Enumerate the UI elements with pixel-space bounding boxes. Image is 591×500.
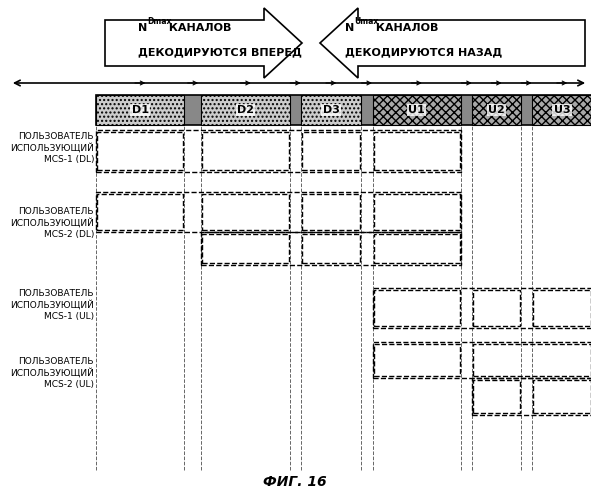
Text: U2: U2 (488, 105, 505, 115)
Text: D2: D2 (237, 105, 254, 115)
Text: D1: D1 (132, 105, 149, 115)
Text: КАНАЛОВ: КАНАЛОВ (372, 23, 439, 33)
Text: ПОЛЬЗОВАТЕЛЬ
ИСПОЛЬЗУЮЩИЙ
MCS-2 (UL): ПОЛЬЗОВАТЕЛЬ ИСПОЛЬЗУЮЩИЙ MCS-2 (UL) (10, 357, 94, 389)
Text: ФИГ. 16: ФИГ. 16 (263, 475, 327, 489)
Text: КАНАЛОВ: КАНАЛОВ (165, 23, 231, 33)
Bar (374, 234, 460, 263)
Text: Dmax: Dmax (147, 18, 171, 26)
Text: U1: U1 (408, 105, 425, 115)
Bar (473, 344, 591, 376)
Text: ДЕКОДИРУЮТСЯ ВПЕРЕД: ДЕКОДИРУЮТСЯ ВПЕРЕД (138, 47, 302, 57)
Bar (203, 132, 289, 170)
Bar (473, 290, 519, 326)
Bar (473, 380, 519, 413)
Text: ПОЛЬЗОВАТЕЛЬ
ИСПОЛЬЗУЮЩИЙ
MCS-1 (DL): ПОЛЬЗОВАТЕЛЬ ИСПОЛЬЗУЮЩИЙ MCS-1 (DL) (10, 132, 94, 164)
Text: N: N (138, 23, 147, 33)
Text: ДЕКОДИРУЮТСЯ НАЗАД: ДЕКОДИРУЮТСЯ НАЗАД (345, 47, 502, 57)
Text: ПОЛЬЗОВАТЕЛЬ
ИСПОЛЬЗУЮЩИЙ
MCS-1 (UL): ПОЛЬЗОВАТЕЛЬ ИСПОЛЬЗУЮЩИЙ MCS-1 (UL) (10, 289, 94, 321)
Bar (372, 342, 591, 378)
Text: Umax: Umax (354, 18, 378, 26)
Text: D3: D3 (323, 105, 340, 115)
Bar (96, 95, 591, 125)
Bar (203, 234, 289, 263)
Bar (96, 192, 461, 232)
Bar (203, 194, 289, 230)
Bar (202, 95, 290, 125)
Bar (374, 132, 460, 170)
Bar (97, 194, 183, 230)
Text: U3: U3 (554, 105, 570, 115)
Bar (472, 378, 591, 415)
Bar (372, 288, 591, 328)
Bar (302, 132, 360, 170)
Bar (374, 290, 460, 326)
Text: ПОЛЬЗОВАТЕЛЬ
ИСПОЛЬЗУЮЩИЙ
MCS-2 (DL): ПОЛЬЗОВАТЕЛЬ ИСПОЛЬЗУЮЩИЙ MCS-2 (DL) (10, 207, 94, 239)
Bar (301, 95, 361, 125)
Bar (97, 132, 183, 170)
Bar (533, 290, 591, 326)
Text: N: N (345, 23, 354, 33)
Bar (96, 95, 184, 125)
Bar (96, 130, 461, 172)
Polygon shape (105, 8, 302, 78)
Bar (472, 95, 521, 125)
Bar (374, 194, 460, 230)
Bar (533, 380, 591, 413)
Bar (532, 95, 591, 125)
Bar (374, 344, 460, 376)
Polygon shape (320, 8, 585, 78)
Bar (302, 194, 360, 230)
Bar (302, 234, 360, 263)
Bar (202, 232, 461, 265)
Bar (372, 95, 461, 125)
